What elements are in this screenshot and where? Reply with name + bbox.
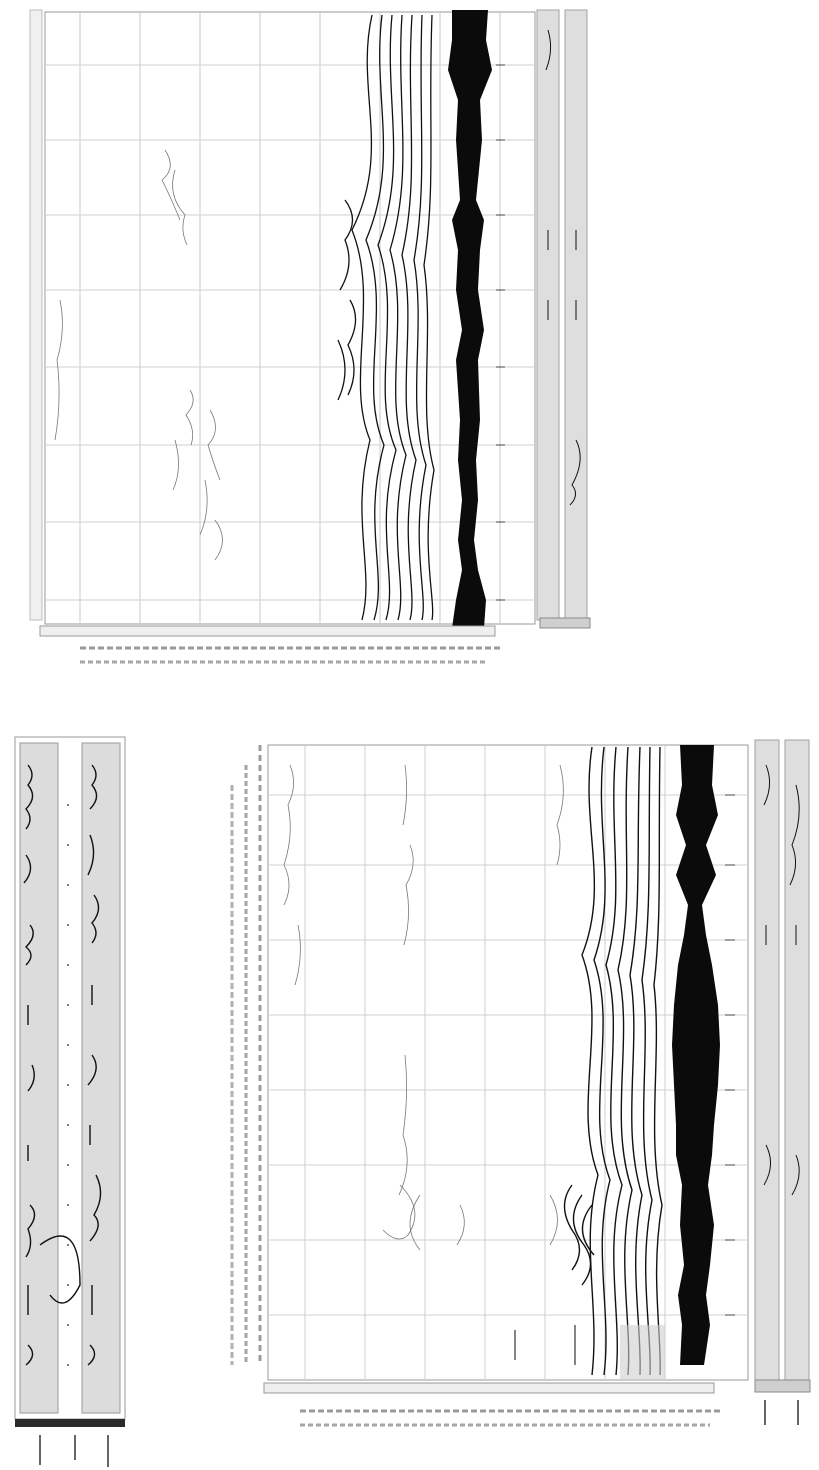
top-scale-marks: [496, 64, 505, 601]
side-strip-base: [15, 1419, 125, 1427]
bottom-small-spikes: [514, 1325, 576, 1365]
top-scatter-traces: [54, 149, 223, 561]
side-strip-dots: [67, 804, 69, 1366]
bottom-dense-traces: [563, 746, 663, 1376]
side-strip-handwriting: [23, 764, 102, 1366]
top-dense-traces: [337, 14, 435, 621]
side-strip-col-a: [19, 742, 59, 1414]
bottom-footer-label-block: [754, 1379, 811, 1393]
bottom-scale-marks: [725, 794, 735, 1316]
bottom-ink-column: [672, 745, 720, 1365]
bottom-scatter-traces: [283, 764, 564, 1251]
bottom-right-strip-a: [754, 739, 780, 1381]
bottom-main-frame: [267, 744, 749, 1381]
top-left-edge-strip: [29, 9, 43, 621]
bottom-footer-ticks: [764, 1400, 799, 1425]
bottom-horizontal-grid: [268, 794, 748, 1316]
bottom-vertical-grid: [304, 745, 666, 1380]
top-horizontal-grid: [45, 64, 535, 601]
bottom-haze: [620, 1325, 665, 1380]
bottom-right-strip-b: [784, 739, 810, 1381]
top-record-panel: [0, 0, 620, 690]
top-footer-label-block: [539, 617, 591, 629]
bottom-footer-bar: [263, 1382, 715, 1394]
bottom-record-panel: [220, 725, 819, 1470]
side-strip-ticks: [39, 1435, 109, 1467]
top-ink-column: [448, 10, 492, 628]
bottom-right-strip-trace: [763, 764, 800, 1196]
top-right-strip-trace: [545, 29, 581, 506]
top-footer-bar: [39, 625, 496, 637]
side-strip-panel: [0, 725, 160, 1470]
side-strip-col-b: [81, 742, 121, 1414]
